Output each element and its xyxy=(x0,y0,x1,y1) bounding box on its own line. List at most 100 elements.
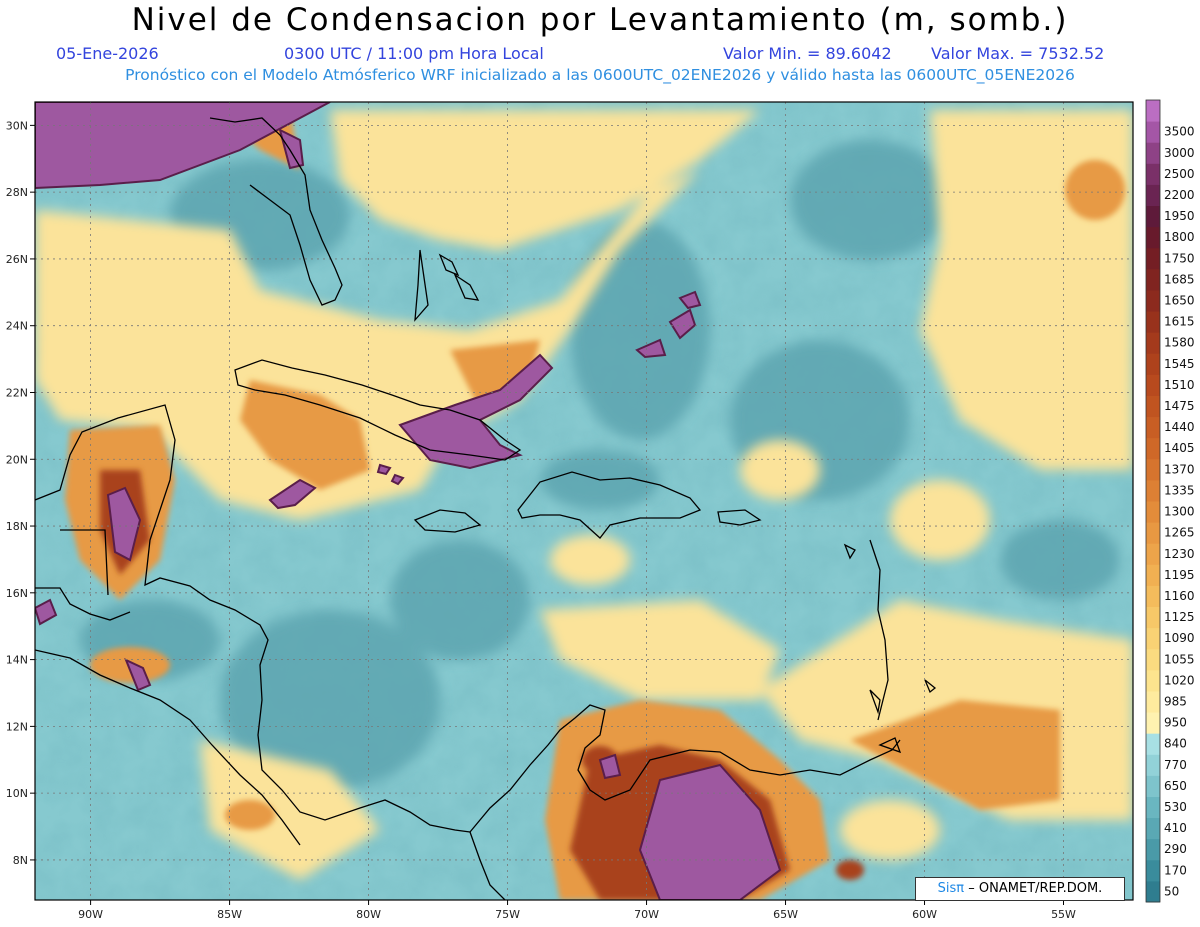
colorbar-swatch-34 xyxy=(1146,163,1160,185)
colorbar-swatch-18 xyxy=(1146,501,1160,523)
lon-label-6: 60W xyxy=(912,908,937,921)
lat-label-11: 8N xyxy=(13,854,28,867)
colorbar-swatch-4 xyxy=(1146,796,1160,819)
colorbar-swatch-8 xyxy=(1146,712,1160,734)
lat-label-8: 14N xyxy=(6,654,28,667)
forecast-date: 05-Ene-2026 xyxy=(56,44,159,63)
plot-frame xyxy=(34,101,1134,901)
lat-label-9: 12N xyxy=(6,720,28,733)
colorbar-label-20: 1370 xyxy=(1164,462,1195,476)
colorbar-swatch-0 xyxy=(1146,880,1160,903)
colorbar-swatch-21 xyxy=(1146,437,1160,460)
colorbar-label-1: 170 xyxy=(1164,863,1187,877)
model-description: Pronóstico con el Modelo Atmósferico WRF… xyxy=(125,66,1075,84)
forecast-time: 0300 UTC / 11:00 pm Hora Local xyxy=(284,44,544,63)
colorbar-label-12: 1090 xyxy=(1164,631,1195,645)
lat-label-0: 30N xyxy=(6,119,28,132)
colorbar-swatch-37 xyxy=(1146,100,1160,122)
colorbar-swatch-1 xyxy=(1146,859,1160,882)
colorbar-swatch-20 xyxy=(1146,458,1160,481)
colorbar-label-28: 1650 xyxy=(1164,294,1195,308)
colorbar-label-6: 770 xyxy=(1164,758,1187,772)
colorbar-label-3: 410 xyxy=(1164,821,1187,835)
colorbar-swatch-11 xyxy=(1146,648,1160,671)
lat-label-6: 18N xyxy=(6,520,28,533)
colorbar-label-17: 1265 xyxy=(1164,526,1195,540)
colorbar-swatch-29 xyxy=(1146,268,1160,291)
lat-label-4: 22N xyxy=(6,386,28,399)
colorbar-swatch-24 xyxy=(1146,374,1160,396)
colorbar-label-8: 950 xyxy=(1164,716,1187,730)
lon-label-0: 90W xyxy=(78,908,103,921)
colorbar: 50 170 290 410 530 650 770 840 950 985 1020 1055 109… xyxy=(1145,99,1195,903)
colorbar-label-18: 1300 xyxy=(1164,505,1195,519)
colorbar-label-2: 290 xyxy=(1164,842,1187,856)
colorbar-swatch-36 xyxy=(1146,121,1160,143)
colorbar-label-5: 650 xyxy=(1164,779,1187,793)
sispi-logo: Sisπ xyxy=(937,881,965,896)
colorbar-swatch-28 xyxy=(1146,289,1160,312)
colorbar-swatch-5 xyxy=(1146,775,1160,797)
colorbar-swatch-27 xyxy=(1146,311,1160,333)
credit-box: Sisπ – ONAMET/REP.DOM. xyxy=(915,877,1125,901)
max-value: Valor Max. = 7532.52 xyxy=(931,44,1105,63)
min-value: Valor Min. = 89.6042 xyxy=(723,44,892,63)
colorbar-label-11: 1055 xyxy=(1164,652,1195,666)
colorbar-swatch-33 xyxy=(1146,184,1160,207)
lon-label-7: 55W xyxy=(1051,908,1076,921)
colorbar-swatch-13 xyxy=(1146,606,1160,629)
colorbar-label-23: 1475 xyxy=(1164,399,1195,413)
colorbar-swatch-26 xyxy=(1146,332,1160,354)
colorbar-swatch-3 xyxy=(1146,817,1160,840)
map-axes: 30N 28N 26N 24N 22N 20N 18N 16N 14N 12N 10N 8N 90W 85… xyxy=(6,119,1076,921)
graticule xyxy=(35,102,1133,900)
colorbar-label-27: 1615 xyxy=(1164,315,1195,329)
colorbar-swatch-9 xyxy=(1146,690,1160,713)
extreme-lcl-zones xyxy=(35,102,782,900)
colorbar-label-29: 1685 xyxy=(1164,272,1195,286)
lon-label-2: 80W xyxy=(356,908,381,921)
colorbar-label-13: 1125 xyxy=(1164,610,1195,624)
lat-label-2: 26N xyxy=(6,253,28,266)
low-lcl-zones xyxy=(80,140,1120,790)
lat-label-5: 20N xyxy=(6,453,28,466)
colorbar-label-35: 3000 xyxy=(1164,146,1195,160)
lat-label-10: 10N xyxy=(6,787,28,800)
colorbar-swatch-35 xyxy=(1146,142,1160,164)
colorbar-label-26: 1580 xyxy=(1164,336,1195,350)
colorbar-label-9: 985 xyxy=(1164,695,1187,709)
colorbar-label-7: 840 xyxy=(1164,737,1187,751)
colorbar-label-24: 1510 xyxy=(1164,378,1195,392)
colorbar-swatch-25 xyxy=(1146,353,1160,375)
colorbar-label-33: 2200 xyxy=(1164,188,1195,202)
lon-label-4: 70W xyxy=(634,908,659,921)
colorbar-label-32: 1950 xyxy=(1164,209,1195,223)
colorbar-label-19: 1335 xyxy=(1164,483,1195,497)
colorbar-swatch-7 xyxy=(1146,733,1160,755)
colorbar-swatch-32 xyxy=(1146,205,1160,228)
colorbar-swatch-12 xyxy=(1146,627,1160,650)
colorbar-label-15: 1195 xyxy=(1164,568,1195,582)
colorbar-swatch-19 xyxy=(1146,479,1160,502)
lon-label-1: 85W xyxy=(217,908,242,921)
colorbar-swatch-16 xyxy=(1146,543,1160,565)
colorbar-swatch-31 xyxy=(1146,226,1160,249)
lat-label-7: 16N xyxy=(6,587,28,600)
colorbar-label-36: 3500 xyxy=(1164,125,1195,139)
colorbar-swatch-23 xyxy=(1146,395,1160,418)
colorbar-label-4: 530 xyxy=(1164,800,1187,814)
credit-org: – ONAMET/REP.DOM. xyxy=(968,881,1103,896)
colorbar-swatch-17 xyxy=(1146,522,1160,544)
lon-label-3: 75W xyxy=(495,908,520,921)
page-title: Nivel de Condensacion por Levantamiento … xyxy=(131,2,1069,38)
lat-label-1: 28N xyxy=(6,186,28,199)
colorbar-label-16: 1230 xyxy=(1164,547,1195,561)
colorbar-swatch-6 xyxy=(1146,754,1160,776)
colorbar-label-22: 1440 xyxy=(1164,420,1195,434)
colorbar-label-31: 1800 xyxy=(1164,230,1195,244)
colorbar-label-34: 2500 xyxy=(1164,167,1195,181)
colorbar-label-14: 1160 xyxy=(1164,589,1195,603)
colorbar-swatch-30 xyxy=(1146,247,1160,270)
colorbar-swatch-22 xyxy=(1146,416,1160,439)
